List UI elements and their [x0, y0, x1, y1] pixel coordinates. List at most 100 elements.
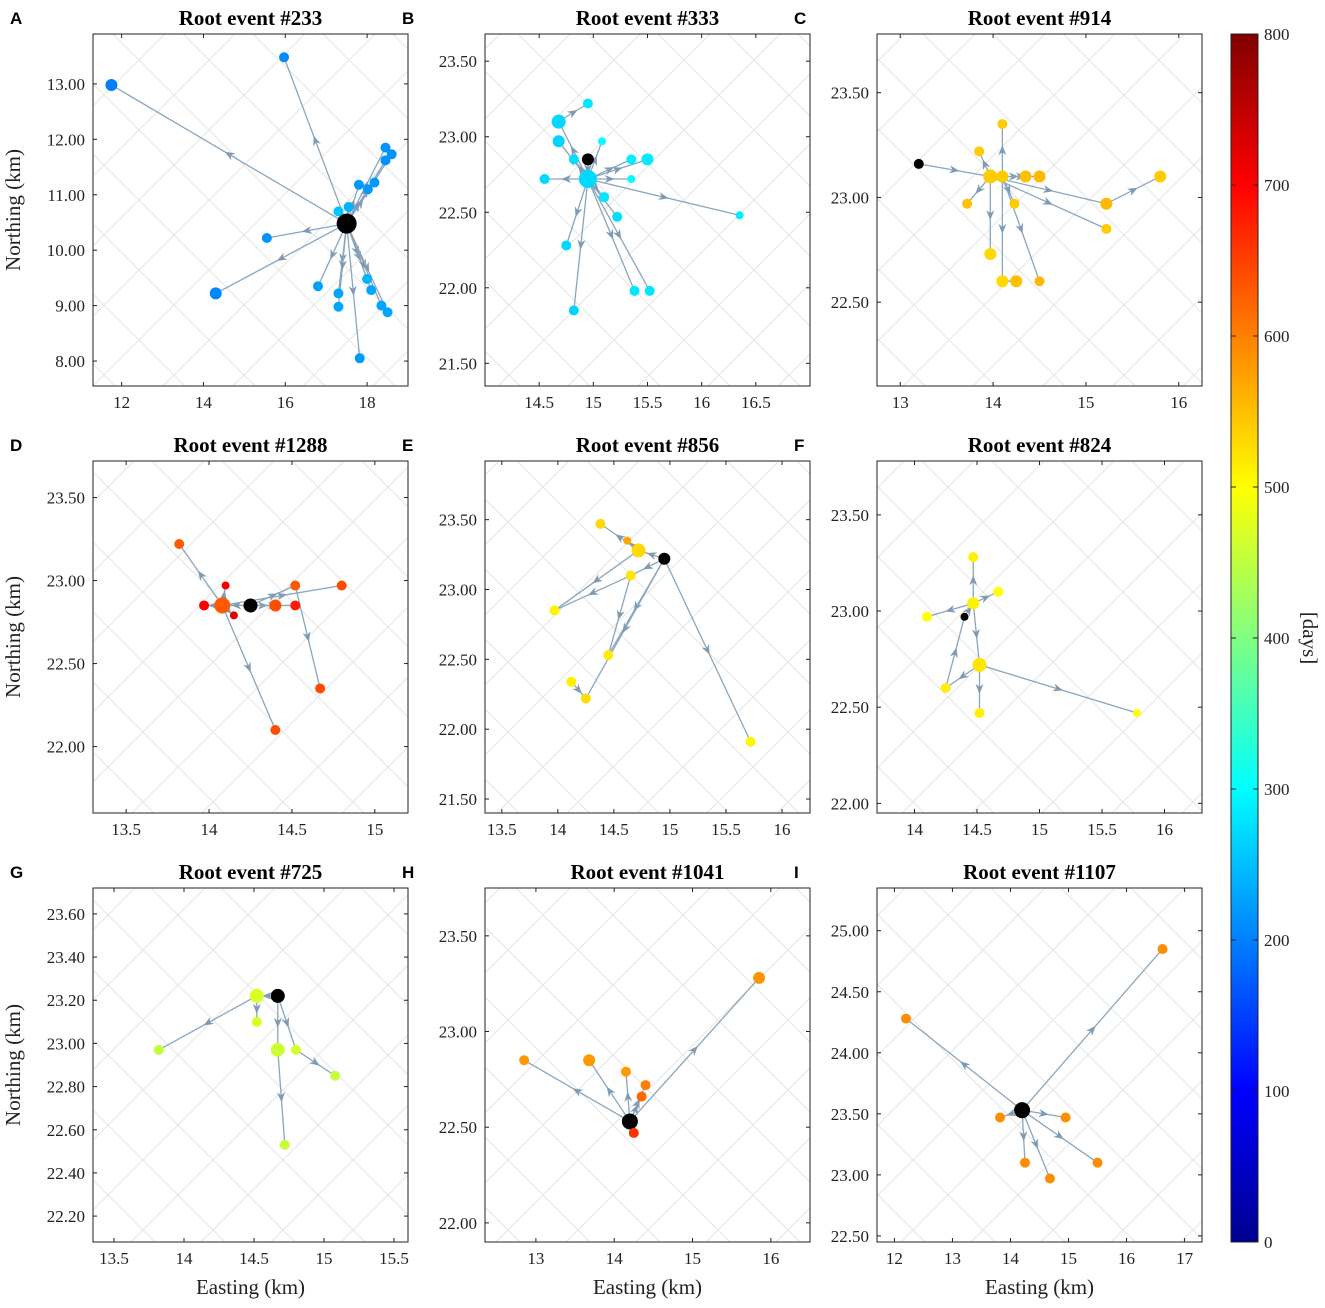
x-tick-label: 12	[113, 393, 130, 412]
edge-arrow	[313, 135, 321, 147]
panel-title: Root event #333	[576, 6, 719, 30]
event-point	[551, 114, 566, 129]
background-line	[1061, 461, 1202, 602]
background-line	[515, 888, 810, 1183]
event-point	[1044, 1173, 1055, 1184]
y-tick-label: 12.00	[47, 130, 85, 149]
panel-title: Root event #856	[576, 433, 719, 457]
panel-a: 12 14 16 18 8.00 9.00 10.00 11.00 12.00 13.00 Root…	[1, 6, 409, 412]
edge-arrow	[949, 647, 958, 659]
background-line	[635, 1067, 810, 1242]
y-tick-label: 23.00	[47, 1034, 85, 1053]
background-line	[501, 888, 855, 1242]
background-lines	[482, 461, 1202, 813]
x-tick-label: 15	[1077, 393, 1094, 412]
background-line	[481, 888, 835, 1242]
edges	[554, 523, 752, 743]
colorbar-tick-label: 400	[1264, 629, 1290, 648]
edge-arrow	[1042, 196, 1053, 205]
background-line	[877, 555, 1135, 813]
events	[519, 971, 766, 1138]
background-lines	[485, 34, 1220, 386]
background-line	[992, 34, 1202, 244]
background-line	[877, 888, 1186, 1197]
x-tick-label: 13	[527, 1249, 544, 1268]
edges	[178, 543, 342, 731]
background-line	[990, 888, 1202, 1100]
axes-frame	[876, 460, 1203, 814]
event-point	[968, 552, 979, 563]
edge-arrow	[276, 1092, 285, 1103]
background-line	[485, 888, 571, 974]
background-line	[877, 34, 1186, 343]
event-point	[333, 206, 344, 217]
y-tick-label: 23.50	[831, 1105, 869, 1124]
colorbar-tick-label: 0	[1264, 1233, 1273, 1252]
edge-arrow	[262, 991, 273, 1000]
root-event-point	[336, 213, 357, 234]
edge-arrow	[603, 167, 615, 175]
event-point	[974, 146, 985, 157]
event-point	[549, 605, 560, 616]
background-line	[93, 293, 186, 386]
background-line	[485, 888, 641, 1044]
events	[153, 988, 341, 1150]
background-line	[877, 888, 1116, 1127]
x-tick-label: 16	[1118, 1249, 1135, 1268]
background-line	[201, 606, 408, 813]
y-tick-label: 11.00	[47, 186, 85, 205]
background-line	[151, 461, 408, 718]
background-line	[361, 461, 408, 508]
background-line	[877, 34, 1116, 273]
background-line	[847, 461, 1199, 813]
background-line	[991, 461, 1202, 672]
panel-title: Root event #1288	[174, 433, 328, 457]
background-line	[1110, 1150, 1202, 1242]
background-line	[150, 888, 408, 1146]
x-tick-label: 13	[944, 1249, 961, 1268]
background-line	[485, 34, 571, 120]
event-point	[270, 724, 281, 735]
colorbar-tick-label: 800	[1264, 25, 1290, 44]
event-point	[249, 988, 264, 1003]
background-line	[916, 888, 1270, 1242]
event-point	[568, 305, 579, 316]
background-line	[587, 34, 810, 257]
background-line	[565, 997, 810, 1242]
y-tick-label: 24.00	[831, 1044, 869, 1063]
x-tick-label: 14	[985, 393, 1003, 412]
panel-letter: B	[402, 9, 414, 28]
y-tick-label: 9.00	[55, 297, 85, 316]
x-tick-label: 14	[195, 393, 213, 412]
background-line	[93, 1179, 156, 1242]
background-line	[93, 83, 396, 386]
background-line	[567, 143, 810, 386]
background-line	[485, 70, 801, 386]
x-tick-label: 13	[892, 393, 909, 412]
panel-title: Root event #1041	[571, 860, 725, 884]
event-point	[1019, 170, 1032, 183]
event-point	[1019, 1157, 1030, 1168]
background-line	[877, 485, 1202, 812]
y-tick-label: 24.50	[831, 983, 869, 1002]
background-line	[868, 34, 1220, 386]
background-lines	[93, 34, 408, 386]
y-tick-label: 23.00	[831, 1166, 869, 1185]
y-tick-label: 23.20	[47, 991, 85, 1010]
x-tick-label: 16	[773, 820, 790, 839]
background-line	[341, 746, 408, 813]
background-line	[482, 461, 834, 813]
edges	[158, 991, 336, 1145]
event-point	[996, 275, 1009, 288]
event-point	[983, 169, 998, 184]
y-tick-label: 23.00	[439, 1023, 477, 1042]
y-tick-label: 22.60	[47, 1121, 85, 1140]
background-line	[485, 280, 591, 386]
background-line	[271, 676, 408, 813]
event-point	[251, 1016, 262, 1027]
edge-arrow	[1042, 185, 1054, 193]
background-line	[340, 1174, 408, 1242]
y-tick-label: 23.50	[831, 506, 869, 525]
edge-arrow	[969, 575, 978, 586]
